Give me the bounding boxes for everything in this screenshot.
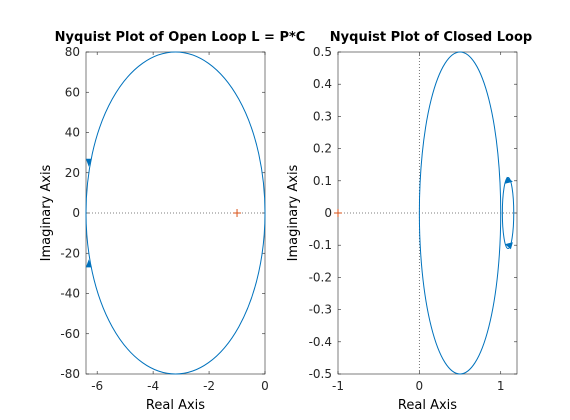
closed-loop-axes-box <box>337 51 518 375</box>
closed-loop-ytick-label: -0.1 <box>309 238 332 252</box>
closed-loop-small-loop <box>501 176 515 250</box>
open-loop-direction-arrows <box>85 158 92 268</box>
open-loop-nyquist-curve <box>85 51 266 375</box>
open-loop-ytick-label: -40 <box>60 287 80 301</box>
closed-loop-ytick-label: -0.5 <box>309 367 332 381</box>
closed-loop-direction-arrow <box>504 176 513 184</box>
open-loop-ylabel: Imaginary Axis <box>39 164 54 261</box>
closed-loop-ytick-label: 0.3 <box>313 109 332 123</box>
closed-loop-plot: Nyquist Plot of Closed Loop -1 0 1 -0.5 -0.4… <box>286 30 532 413</box>
open-loop-ytick-label: -80 <box>60 367 80 381</box>
closed-loop-xtick-label: -1 <box>332 379 344 393</box>
closed-loop-nyquist-curve <box>418 50 502 376</box>
closed-loop-ylabel: Imaginary Axis <box>286 164 301 261</box>
closed-loop-direction-arrow <box>504 242 513 250</box>
open-loop-xtick-label: 0 <box>261 379 269 393</box>
open-loop-title: Nyquist Plot of Open Loop L = P*C <box>55 30 306 45</box>
open-loop-ytick-label: -20 <box>60 246 80 260</box>
open-loop-ytick-label: 20 <box>65 166 80 180</box>
open-loop-ytick-label: 80 <box>65 45 80 59</box>
closed-loop-xtick-label: 1 <box>497 379 505 393</box>
open-loop-direction-arrow <box>85 259 92 268</box>
closed-loop-direction-arrows <box>504 176 513 250</box>
closed-loop-ytick-label: -0.4 <box>309 335 332 349</box>
open-loop-xlabel: Real Axis <box>146 398 205 413</box>
closed-loop-ytick-label: 0.4 <box>313 77 332 91</box>
open-loop-xtick-label: -6 <box>91 379 103 393</box>
open-loop-ytick-label: 0 <box>72 206 80 220</box>
open-loop-xtick-label: -4 <box>147 379 159 393</box>
open-loop-ytick-label: 60 <box>65 85 80 99</box>
closed-loop-ytick-label: -0.3 <box>309 303 332 317</box>
open-loop-critical-point <box>233 209 242 217</box>
closed-loop-ytick-label: 0.5 <box>313 45 332 59</box>
open-loop-direction-arrow <box>85 158 92 167</box>
closed-loop-ytick-label: 0.2 <box>313 142 332 156</box>
closed-loop-xtick-label: 0 <box>416 379 424 393</box>
closed-loop-critical-point <box>334 209 342 217</box>
closed-loop-title: Nyquist Plot of Closed Loop <box>330 30 532 45</box>
open-loop-plot: Nyquist Plot of Open Loop L = P*C -6 -4 -2… <box>39 30 305 413</box>
open-loop-ytick-label: -60 <box>60 327 80 341</box>
closed-loop-xlabel: Real Axis <box>398 398 457 413</box>
open-loop-xtick-label: -2 <box>203 379 215 393</box>
closed-loop-ytick-label: 0 <box>324 206 332 220</box>
closed-loop-ticks: -1 0 1 -0.5 -0.4 -0.3 -0.2 -0.1 0 0.1 0.2 0.3 0.4 0.5 <box>309 45 517 393</box>
open-loop-ytick-label: 40 <box>65 126 80 140</box>
closed-loop-ytick-label: -0.2 <box>309 270 332 284</box>
closed-loop-ytick-label: 0.1 <box>313 174 332 188</box>
